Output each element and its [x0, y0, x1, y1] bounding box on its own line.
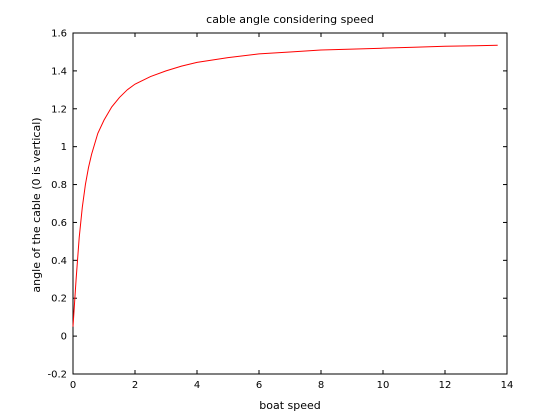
plot-area — [72, 32, 508, 375]
y-tick-label: 1.4 — [51, 66, 67, 77]
y-tick-label: 1 — [61, 142, 67, 153]
y-axis-label: angle of the cable (0 is vertical) — [30, 117, 43, 292]
x-tick-label: 2 — [132, 380, 138, 391]
y-tick-label: 0 — [61, 332, 67, 343]
plot-border — [72, 32, 508, 375]
y-tick-label: 0.4 — [51, 256, 67, 267]
chart-title: cable angle considering speed — [206, 13, 374, 26]
x-tick-label: 8 — [318, 380, 324, 391]
x-tick-label: 4 — [194, 380, 200, 391]
x-axis-label: boat speed — [259, 399, 321, 412]
data-series — [72, 44, 498, 327]
series-line — [72, 44, 498, 327]
x-tick-label: 6 — [256, 380, 262, 391]
y-tick-label: 0.8 — [51, 180, 67, 191]
y-tick-label: -0.2 — [47, 370, 67, 381]
x-tick-label: 10 — [377, 380, 390, 391]
y-tick-label: 0.6 — [51, 218, 67, 229]
x-tick-label: 14 — [501, 380, 514, 391]
x-tick-label: 0 — [70, 380, 76, 391]
y-tick-label: 0.2 — [51, 294, 67, 305]
x-tick-label: 12 — [439, 380, 452, 391]
axis-ticks: 0 2 4 6 8 10 12 14-0.200.20.40.60.811.21.41.6 — [47, 29, 513, 392]
y-tick-label: 1.6 — [51, 29, 67, 40]
y-tick-label: 1.2 — [51, 104, 67, 115]
